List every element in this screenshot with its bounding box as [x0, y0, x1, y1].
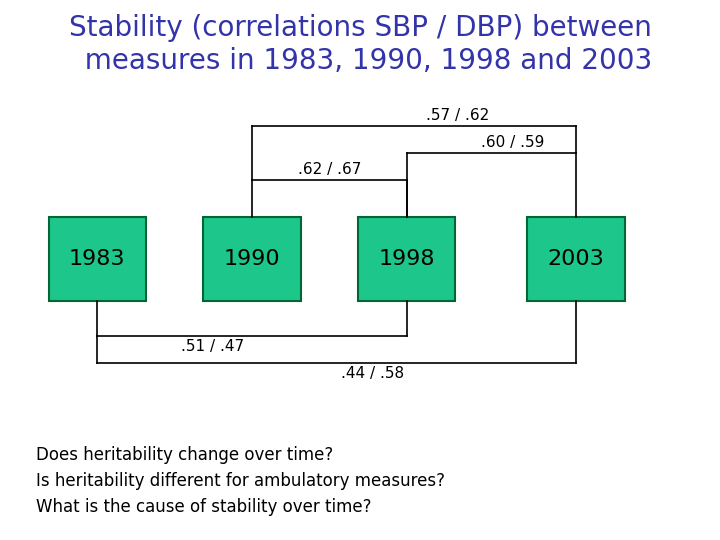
Text: .57 / .62: .57 / .62: [426, 108, 489, 123]
Text: .60 / .59: .60 / .59: [481, 135, 545, 150]
Bar: [358, 217, 455, 301]
Text: 1998: 1998: [379, 249, 435, 269]
Text: 2003: 2003: [548, 249, 604, 269]
Bar: [49, 217, 145, 301]
Text: .44 / .58: .44 / .58: [341, 366, 404, 381]
Text: 1990: 1990: [224, 249, 280, 269]
Bar: [203, 217, 301, 301]
Bar: [527, 217, 625, 301]
Text: Stability (correlations SBP / DBP) between
  measures in 1983, 1990, 1998 and 20: Stability (correlations SBP / DBP) betwe…: [68, 14, 652, 75]
Text: .62 / .67: .62 / .67: [297, 162, 361, 177]
Text: 1983: 1983: [69, 249, 125, 269]
Text: .51 / .47: .51 / .47: [181, 339, 244, 354]
Text: Does heritability change over time?
Is heritability different for ambulatory mea: Does heritability change over time? Is h…: [36, 446, 445, 516]
